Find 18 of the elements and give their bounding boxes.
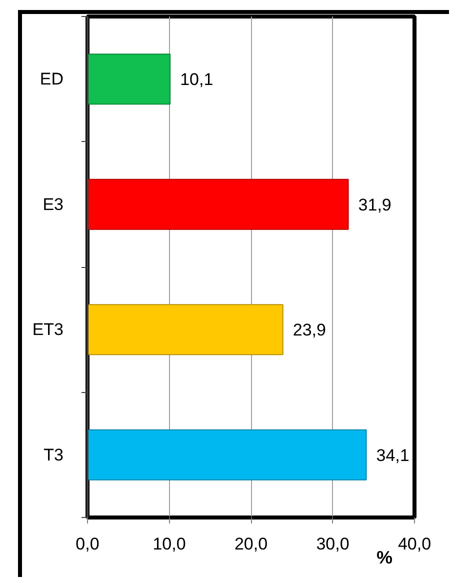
y-tick-label: T3: [44, 445, 64, 464]
y-tick-label: ED: [40, 70, 64, 89]
bar: [88, 178, 349, 230]
y-tick-label: ET3: [32, 320, 64, 340]
x-tick-label: 40,0: [398, 534, 432, 554]
data-label: 31,9: [358, 195, 392, 214]
data-label: 34,1: [376, 446, 410, 465]
bar: [88, 54, 171, 105]
x-tick-label: 10,0: [152, 534, 186, 554]
data-label: 10,1: [180, 70, 214, 90]
data-label: 23,9: [292, 320, 326, 340]
y-tick-label: E3: [42, 194, 64, 214]
x-axis-title: %: [376, 548, 393, 568]
x-tick-label: 20,0: [234, 534, 268, 554]
x-tick-label: 30,0: [316, 534, 350, 554]
x-tick-label: 0,0: [76, 534, 100, 554]
bar: [88, 304, 284, 356]
bar: [88, 429, 367, 480]
